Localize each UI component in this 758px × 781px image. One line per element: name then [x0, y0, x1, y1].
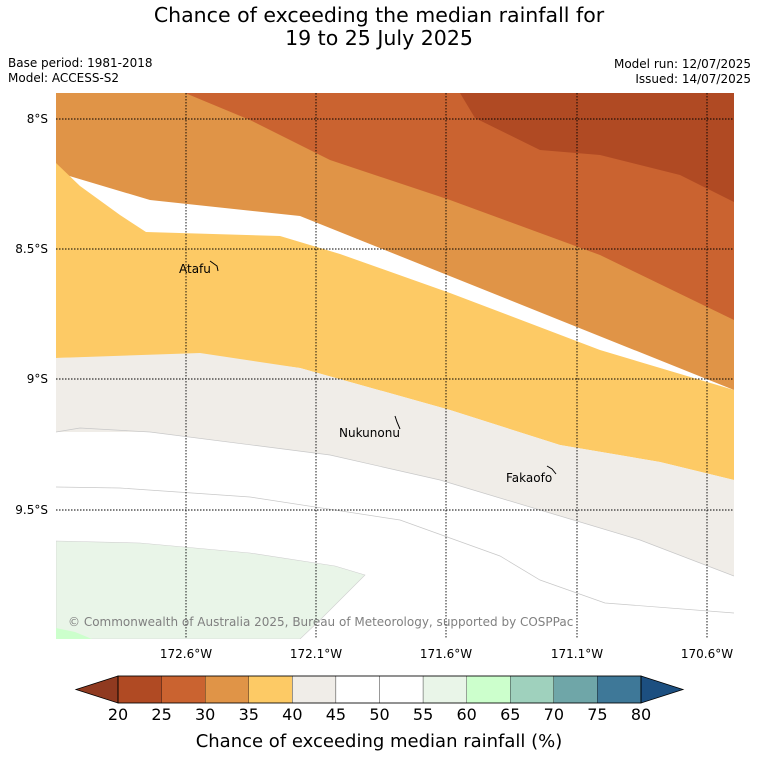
- colorbar-tick-label: 75: [587, 705, 607, 724]
- colorbar-label: Chance of exceeding median rainfall (%): [196, 731, 563, 752]
- graticule: [56, 93, 734, 639]
- contour-line-50-b: [56, 486, 734, 614]
- place-label-nukunonu: Nukunonu: [339, 426, 400, 440]
- colorbar-cell: [117, 675, 162, 704]
- band-35-40: [56, 163, 734, 480]
- atoll-atafu: [209, 260, 219, 272]
- colorbar-cell: [597, 675, 642, 704]
- colorbar-cell: [205, 675, 249, 704]
- lon-label-5: 170.6°W: [681, 647, 733, 661]
- colorbar-tick-label: 25: [151, 705, 171, 724]
- colorbar-tick-label: 55: [413, 705, 433, 724]
- colorbar-tick-label: 70: [544, 705, 564, 724]
- base-period: Base period: 1981-2018: [8, 56, 153, 70]
- model-name: Model: ACCESS-S2: [8, 71, 120, 85]
- lon-label-1: 172.6°W: [160, 647, 212, 661]
- colorbar-cells: [117, 675, 642, 704]
- lon-label-3: 171.6°W: [420, 647, 472, 661]
- band-55-60: [56, 540, 366, 639]
- colorbar-tick-label: 40: [282, 705, 302, 724]
- title-line-1: Chance of exceeding the median rainfall …: [153, 3, 605, 27]
- colorbar-tick-label: 80: [631, 705, 651, 724]
- colorbar-tick-label: 30: [195, 705, 215, 724]
- model-run: Model run: 12/07/2025: [613, 57, 751, 71]
- colorbar-cell: [161, 675, 206, 704]
- meta-right: Model run: 12/07/2025 Issued: 14/07/2025: [614, 57, 751, 87]
- colorbar-ticks: 20 25 30 35 40 45 50 55 60 65 70 75 80: [108, 705, 651, 724]
- title-line-2: 19 to 25 July 2025: [285, 26, 473, 50]
- map-panel: Atafu Nukunonu Fakaofo © Commonwealth of…: [56, 93, 734, 639]
- band-60-65: [56, 628, 92, 639]
- colorbar-cell: [292, 675, 337, 704]
- lat-label-4: 9.5°S: [15, 503, 48, 517]
- colorbar-cell: [379, 675, 424, 704]
- colorbar-tick-label: 50: [369, 705, 389, 724]
- issued-date: Issued: 14/07/2025: [635, 72, 751, 86]
- colorbar-cell: [510, 675, 554, 704]
- colorbar-tick-label: 60: [456, 705, 476, 724]
- colorbar-over-triangle: [640, 675, 685, 704]
- copyright-notice: © Commonwealth of Australia 2025, Bureau…: [68, 615, 573, 629]
- place-label-fakaofo: Fakaofo: [506, 471, 552, 485]
- contour-line-50-a: [56, 427, 734, 577]
- atoll-nukunonu: [394, 415, 401, 430]
- colorbar-under-triangle: [74, 675, 119, 704]
- lon-label-4: 171.1°W: [551, 647, 603, 661]
- colorbar-tick-label: 35: [239, 705, 259, 724]
- map-title: Chance of exceeding the median rainfall …: [0, 4, 758, 50]
- colorbar-cell: [248, 675, 293, 704]
- lat-label-1: 8°S: [27, 112, 48, 126]
- colorbar-tick-label: 45: [326, 705, 346, 724]
- meta-left: Base period: 1981-2018 Model: ACCESS-S2: [8, 56, 153, 86]
- band-40-45: [56, 353, 734, 576]
- colorbar-tick-label: 65: [500, 705, 520, 724]
- colorbar-outline: [117, 675, 642, 704]
- band-20-25: [460, 93, 734, 202]
- colorbar-cell: [335, 675, 380, 704]
- lat-label-2: 8.5°S: [15, 242, 48, 256]
- colorbar-cell: [422, 675, 467, 704]
- colorbar-tick-label: 20: [108, 705, 128, 724]
- lat-label-3: 9°S: [27, 372, 48, 386]
- colorbar-cell: [466, 675, 511, 704]
- lon-label-2: 172.1°W: [290, 647, 342, 661]
- colorbar: 20 25 30 35 40 45 50 55 60 65 70 75 80 Chance of exc…: [74, 675, 685, 752]
- place-label-atafu: Atafu: [179, 262, 211, 276]
- atoll-fakaofo: [546, 465, 557, 475]
- colorbar-cell: [553, 675, 598, 704]
